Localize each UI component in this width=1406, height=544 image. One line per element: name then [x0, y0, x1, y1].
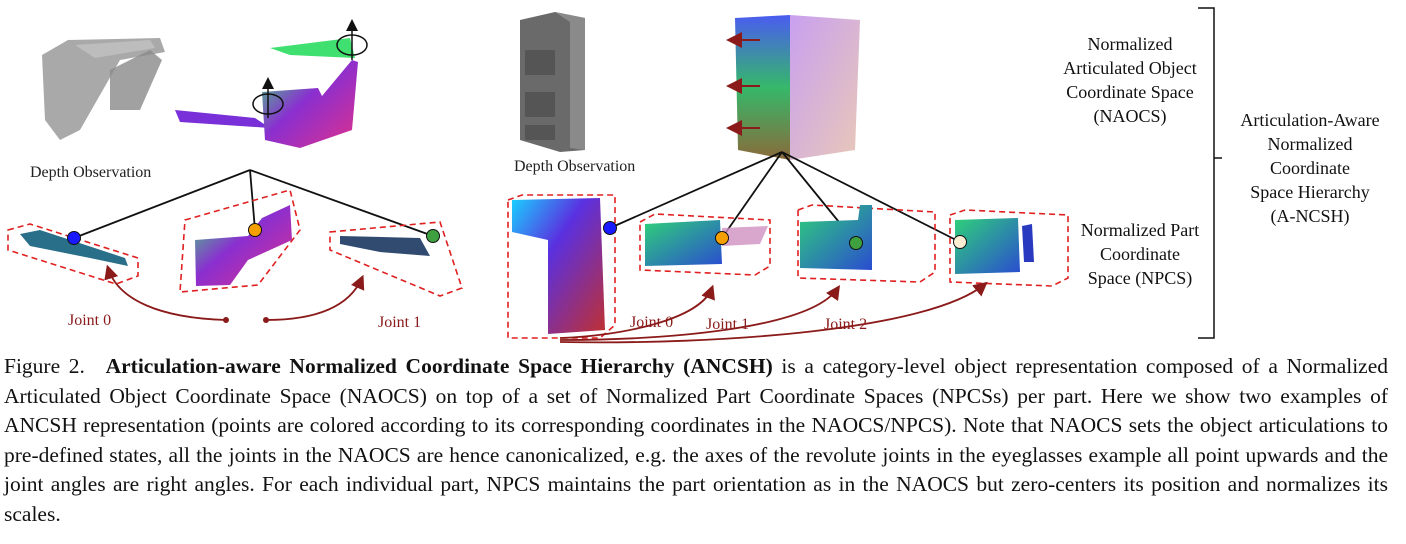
- cabinet-depth-image: [520, 12, 585, 152]
- eyeglasses-joint-arrows: [104, 264, 365, 323]
- joint-0-label-right: Joint 0: [630, 314, 674, 331]
- joint-1-label-right: Joint 1: [706, 316, 750, 333]
- eyeglasses-npcs-parts: [7, 189, 464, 297]
- depth-observation-label-right: Depth Observation: [514, 158, 636, 175]
- node-blue: [67, 231, 81, 245]
- cabinet-npcs-parts: [507, 194, 1069, 339]
- figure: Depth Observation Depth Observation Join…: [7, 7, 1380, 344]
- hierarchy-bracket: [1198, 7, 1222, 339]
- node-blue: [603, 221, 617, 235]
- node-orange: [715, 231, 729, 245]
- caption-title: Articulation-aware Normalized Coordinate…: [105, 354, 773, 378]
- ancsh-label: Articulation-Aware Normalized Coordinate…: [1240, 110, 1380, 226]
- eyeglasses-naocs: [175, 19, 368, 148]
- joint-0-label-left: Joint 0: [68, 312, 112, 329]
- node-green: [849, 236, 863, 250]
- figure-graphic: [7, 7, 1222, 344]
- cabinet-naocs: [726, 15, 860, 160]
- npcs-label: Normalized Part Coordinate Space (NPCS): [1080, 220, 1200, 288]
- eyeglasses-depth-image: [42, 38, 165, 140]
- node-cream: [953, 235, 967, 249]
- naocs-label: Normalized Articulated Object Coordinate…: [1063, 34, 1197, 126]
- node-green: [426, 229, 440, 243]
- depth-observation-label-left: Depth Observation: [30, 164, 152, 181]
- figure-number: Figure 2.: [4, 354, 85, 378]
- figure-caption: Figure 2. Articulation-aware Normalized …: [4, 352, 1388, 529]
- node-orange: [248, 223, 262, 237]
- joint-2-label-right: Joint 2: [824, 316, 868, 333]
- cabinet-joint-arrows: [559, 281, 988, 344]
- caption-text: is a category-level object representatio…: [4, 354, 1389, 526]
- joint-1-label-left: Joint 1: [378, 314, 422, 331]
